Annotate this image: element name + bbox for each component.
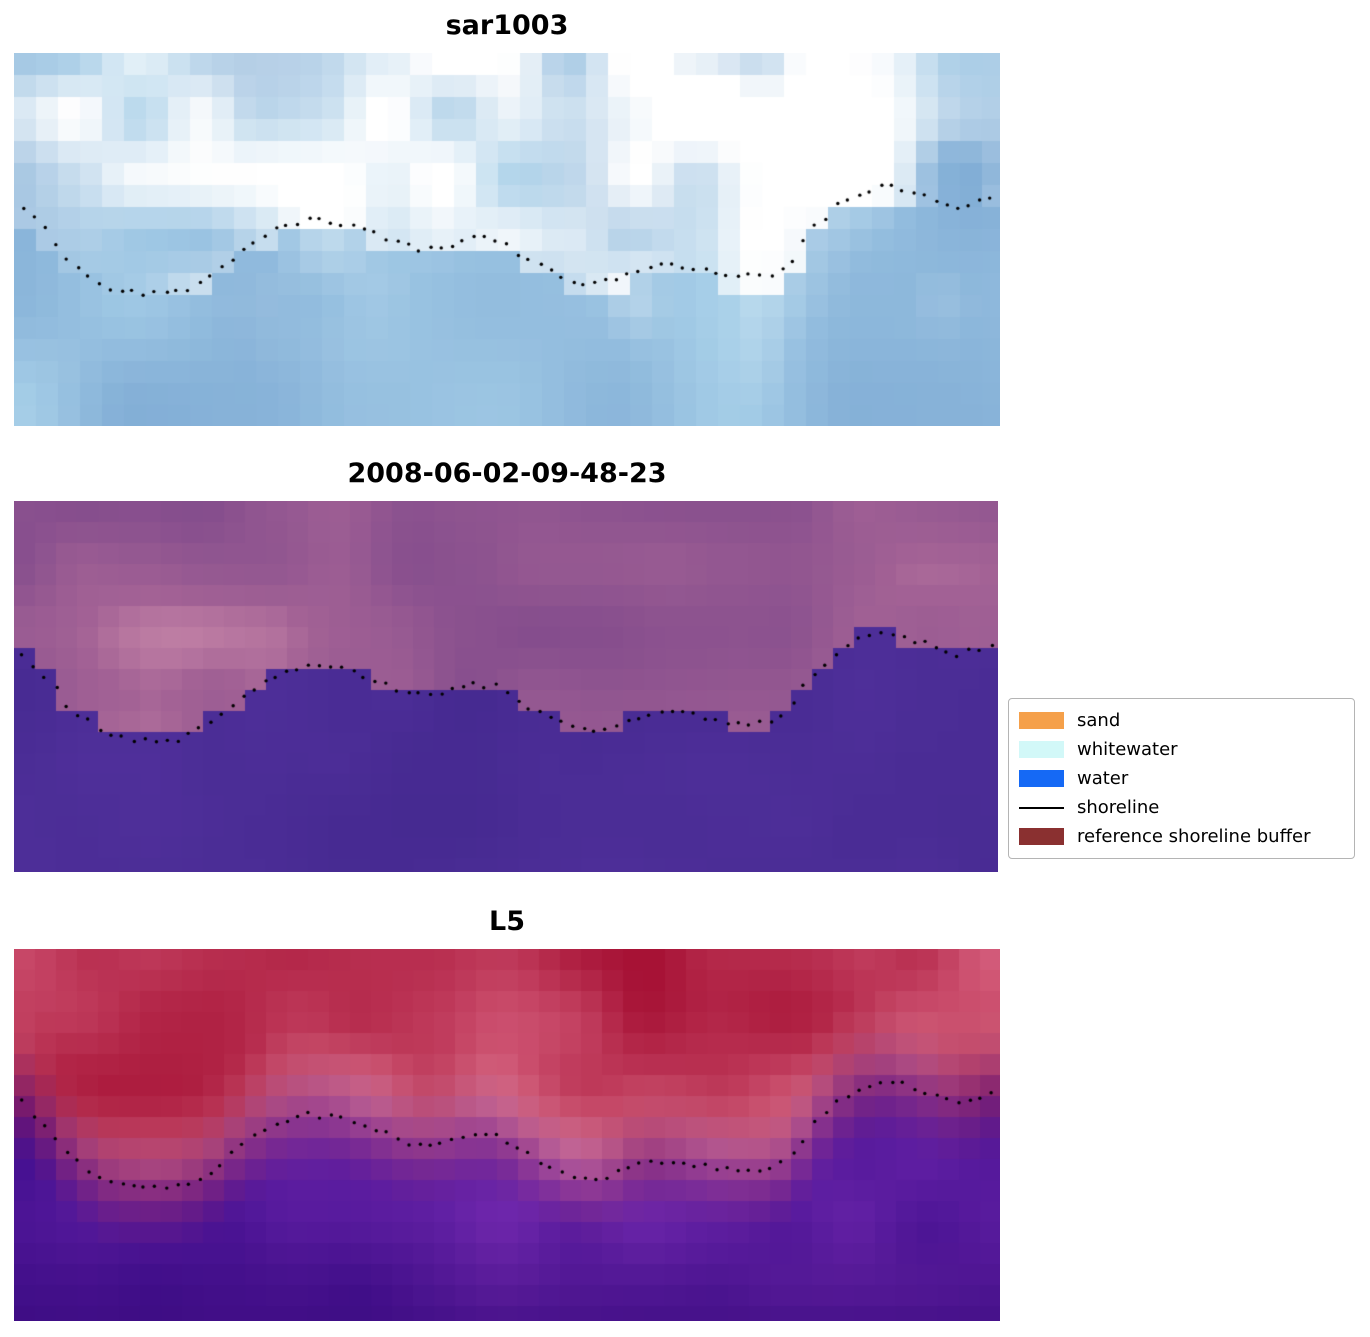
shoreline-line-swatch: [1019, 806, 1064, 809]
panel-title-date: 2008-06-02-09-48-23: [347, 458, 667, 489]
legend-item-shoreline: shoreline: [1019, 793, 1344, 822]
legend-label-reference-buffer: reference shoreline buffer: [1077, 826, 1311, 847]
legend-label-water: water: [1077, 768, 1129, 789]
sand-swatch: [1019, 712, 1064, 729]
legend: sand whitewater water shoreline referenc…: [1008, 698, 1355, 859]
legend-item-sand: sand: [1019, 706, 1344, 735]
legend-label-shoreline: shoreline: [1077, 797, 1160, 818]
legend-item-whitewater: whitewater: [1019, 735, 1344, 764]
panel-title-l5: L5: [489, 906, 525, 937]
legend-item-water: water: [1019, 764, 1344, 793]
legend-label-whitewater: whitewater: [1077, 739, 1178, 760]
classified-image: [14, 501, 998, 872]
whitewater-swatch: [1019, 741, 1064, 758]
legend-label-sand: sand: [1077, 710, 1121, 731]
legend-item-reference-buffer: reference shoreline buffer: [1019, 822, 1344, 851]
panel-title-sar1003: sar1003: [445, 10, 569, 41]
reference-buffer-swatch: [1019, 828, 1064, 845]
water-swatch: [1019, 770, 1064, 787]
sar1003-image: [14, 53, 1000, 426]
l5-image: [14, 949, 1000, 1321]
